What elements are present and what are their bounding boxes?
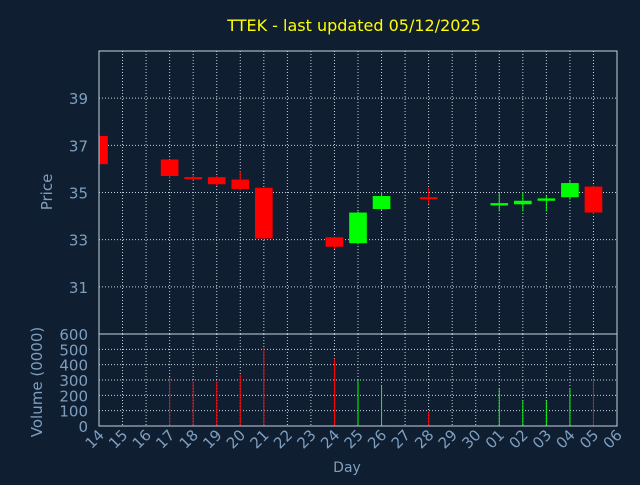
panel-frames (98, 50, 618, 427)
price-tick-label: 33 (69, 232, 88, 250)
price-tick-label: 37 (69, 137, 88, 155)
candle-body (325, 237, 344, 247)
volume-tick-label: 100 (59, 403, 88, 421)
volume-tick-label: 600 (59, 326, 88, 344)
price-tick-labels: 31 33 35 37 39 (69, 90, 88, 297)
volume-tick-label: 300 (59, 372, 88, 390)
x-axis-label: Day (333, 460, 361, 476)
price-axis-label: Price (38, 174, 56, 211)
candle-body (207, 177, 226, 185)
volume-bars (169, 347, 594, 426)
candle-body (372, 196, 391, 210)
candle-body (184, 177, 203, 180)
candle-body (349, 212, 367, 244)
volume-tick-label: 200 (59, 387, 88, 405)
volume-tick-label: 0 (78, 418, 88, 436)
candle-body (231, 179, 250, 189)
price-tick-label: 39 (69, 90, 88, 108)
x-tick-labels: 1415161718192021222324252627282930010203… (82, 426, 626, 452)
volume-axis-label: Volume (0000) (28, 327, 46, 437)
chart-title: TTEK - last updated 05/12/2025 (226, 16, 481, 35)
volume-panel-frame (98, 333, 618, 427)
candle-body (160, 159, 179, 176)
volume-tick-label: 500 (59, 341, 88, 359)
volume-tick-label: 400 (59, 357, 88, 375)
candle-body (584, 186, 603, 213)
price-tick-label: 31 (69, 279, 88, 297)
price-tick-label: 35 (69, 185, 88, 203)
candle-body (254, 187, 273, 239)
candle-body (99, 135, 108, 165)
candles (98, 135, 603, 250)
candle-body (419, 197, 438, 200)
candle-body (490, 203, 509, 206)
candle-body (537, 198, 556, 201)
candle-body (561, 183, 579, 198)
candle-body (513, 200, 532, 205)
